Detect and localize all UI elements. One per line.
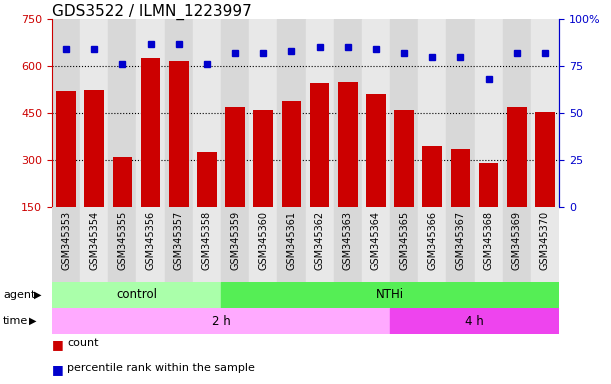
Bar xyxy=(108,207,136,282)
Bar xyxy=(310,83,329,207)
Bar xyxy=(221,19,249,207)
Text: GSM345361: GSM345361 xyxy=(287,211,296,270)
Text: GSM345362: GSM345362 xyxy=(315,211,324,270)
Bar xyxy=(277,207,306,282)
Text: GSM345354: GSM345354 xyxy=(89,211,99,270)
Bar xyxy=(503,19,531,207)
Bar xyxy=(418,19,447,207)
Bar xyxy=(193,207,221,282)
Bar xyxy=(164,19,193,207)
Text: 4 h: 4 h xyxy=(465,314,484,328)
Text: count: count xyxy=(67,338,99,348)
Bar xyxy=(422,146,442,207)
Bar xyxy=(475,207,503,282)
Bar xyxy=(306,19,334,207)
Text: NTHi: NTHi xyxy=(376,288,404,301)
Bar xyxy=(136,19,164,207)
Bar xyxy=(338,82,357,207)
Text: GSM345355: GSM345355 xyxy=(117,211,127,270)
Bar xyxy=(221,282,559,308)
Text: GSM345364: GSM345364 xyxy=(371,211,381,270)
Bar xyxy=(249,207,277,282)
Bar xyxy=(221,207,249,282)
Bar xyxy=(394,110,414,207)
Bar xyxy=(52,282,221,308)
Bar xyxy=(366,94,386,207)
Bar xyxy=(141,58,161,207)
Bar xyxy=(56,91,76,207)
Text: time: time xyxy=(3,316,28,326)
Text: ▶: ▶ xyxy=(29,316,36,326)
Bar xyxy=(334,207,362,282)
Bar xyxy=(535,111,555,207)
Bar xyxy=(164,207,193,282)
Text: GDS3522 / ILMN_1223997: GDS3522 / ILMN_1223997 xyxy=(52,4,252,20)
Text: GSM345363: GSM345363 xyxy=(343,211,353,270)
Bar xyxy=(52,19,80,207)
Text: agent: agent xyxy=(3,290,35,300)
Bar xyxy=(390,207,418,282)
Bar xyxy=(80,207,108,282)
Text: 2 h: 2 h xyxy=(211,314,230,328)
Bar xyxy=(418,207,447,282)
Bar xyxy=(282,101,301,207)
Text: GSM345365: GSM345365 xyxy=(399,211,409,270)
Bar xyxy=(136,207,164,282)
Text: GSM345366: GSM345366 xyxy=(427,211,437,270)
Bar xyxy=(193,19,221,207)
Bar xyxy=(254,110,273,207)
Text: GSM345367: GSM345367 xyxy=(455,211,466,270)
Text: GSM345358: GSM345358 xyxy=(202,211,212,270)
Bar xyxy=(450,149,470,207)
Bar xyxy=(362,207,390,282)
Bar xyxy=(390,19,418,207)
Bar xyxy=(52,207,80,282)
Bar xyxy=(80,19,108,207)
Bar xyxy=(249,19,277,207)
Bar xyxy=(112,157,132,207)
Text: control: control xyxy=(116,288,157,301)
Bar xyxy=(197,152,217,207)
Text: GSM345356: GSM345356 xyxy=(145,211,156,270)
Bar xyxy=(507,107,527,207)
Bar xyxy=(108,19,136,207)
Text: GSM345370: GSM345370 xyxy=(540,211,550,270)
Bar xyxy=(225,107,245,207)
Bar xyxy=(531,19,559,207)
Bar xyxy=(277,19,306,207)
Text: GSM345353: GSM345353 xyxy=(61,211,71,270)
Bar xyxy=(531,207,559,282)
Text: GSM345359: GSM345359 xyxy=(230,211,240,270)
Bar xyxy=(503,207,531,282)
Text: GSM345368: GSM345368 xyxy=(484,211,494,270)
Bar xyxy=(390,308,559,334)
Text: GSM345369: GSM345369 xyxy=(512,211,522,270)
Bar xyxy=(84,89,104,207)
Text: GSM345357: GSM345357 xyxy=(174,211,184,270)
Text: ■: ■ xyxy=(52,338,64,351)
Bar xyxy=(52,308,390,334)
Bar xyxy=(447,19,475,207)
Bar xyxy=(362,19,390,207)
Text: ■: ■ xyxy=(52,363,64,376)
Bar xyxy=(334,19,362,207)
Bar xyxy=(475,19,503,207)
Bar xyxy=(169,61,189,207)
Text: percentile rank within the sample: percentile rank within the sample xyxy=(67,363,255,373)
Text: ▶: ▶ xyxy=(34,290,41,300)
Bar xyxy=(306,207,334,282)
Bar xyxy=(479,163,499,207)
Bar xyxy=(447,207,475,282)
Text: GSM345360: GSM345360 xyxy=(258,211,268,270)
